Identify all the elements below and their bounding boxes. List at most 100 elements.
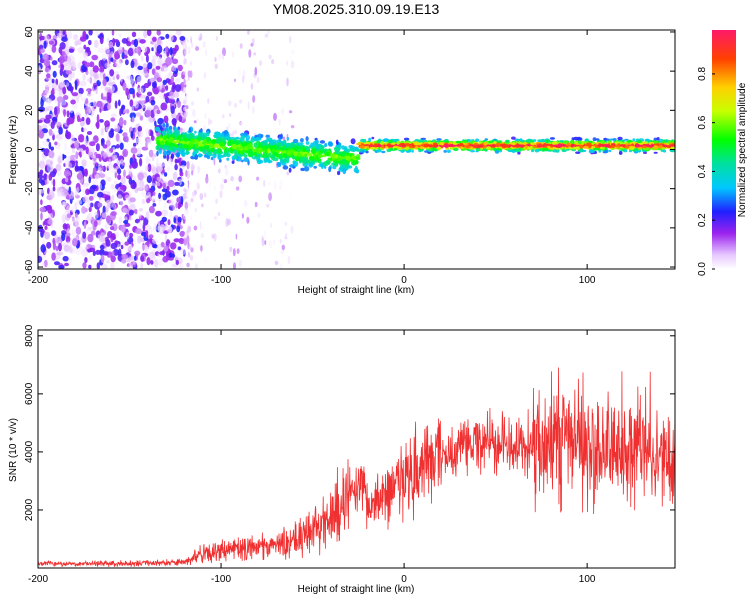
heatmap-cell [52, 178, 56, 188]
heatmap-cell [247, 101, 250, 110]
heatmap-cell [268, 181, 271, 186]
heatmap-cell [123, 244, 129, 250]
heatmap-cell [38, 224, 43, 233]
heatmap-cell [137, 221, 144, 228]
heatmap-cell [71, 217, 77, 223]
colorbar-tick-label: 0.8 [697, 67, 708, 81]
heatmap-cell [55, 121, 62, 126]
heatmap-cell [116, 73, 120, 80]
heatmap-cell [600, 147, 605, 150]
heatmap-cell [276, 142, 281, 147]
heatmap-cell [179, 230, 186, 237]
heatmap-cell [128, 255, 135, 261]
heatmap-cell [242, 213, 244, 219]
heatmap-cell [88, 264, 92, 269]
heatmap-cell [88, 90, 91, 95]
heatmap-cell [83, 220, 87, 230]
heatmap-cell [62, 31, 66, 35]
heatmap-cell [268, 240, 273, 249]
heatmap-cell [114, 100, 118, 109]
heatmap-cell [94, 39, 99, 49]
heatmap-cell [517, 151, 521, 155]
heatmap-cell [48, 189, 55, 199]
heatmap-cell [48, 128, 53, 136]
heatmap-cell [177, 64, 183, 72]
heatmap-cell [459, 142, 464, 147]
heatmap-cell [299, 142, 304, 146]
heatmap-cell [102, 205, 106, 214]
heatmap-cell [290, 60, 295, 69]
heatmap-cell [236, 162, 239, 168]
heatmap-cell [213, 157, 216, 166]
heatmap-cell [53, 83, 58, 90]
heatmap-cell [267, 159, 273, 164]
heatmap-cell [48, 141, 52, 150]
heatmap-cell [110, 261, 115, 269]
heatmap-cell [127, 162, 130, 170]
heatmap-cell [67, 162, 73, 169]
colorbar-tick-label: 0.6 [697, 115, 708, 129]
heatmap-cell [205, 144, 210, 150]
heatmap-cell [111, 167, 118, 173]
heatmap-cell [184, 47, 187, 56]
heatmap-cell [152, 55, 158, 60]
heatmap-cell [239, 121, 244, 126]
heatmap-cell [236, 248, 240, 255]
heatmap-cell [408, 145, 413, 149]
heatmap-cell [394, 147, 398, 151]
heatmap-cell [100, 138, 105, 144]
heatmap-cell [161, 130, 167, 136]
heatmap-cell [222, 114, 225, 119]
heatmap-cell [160, 241, 165, 248]
heatmap-cell [219, 190, 223, 199]
heatmap-cell [242, 143, 247, 147]
heatmap-cell [631, 143, 634, 147]
heatmap-cell [202, 41, 206, 48]
heatmap-cell [183, 87, 186, 91]
heatmap-cell [169, 137, 175, 142]
heatmap-cell [129, 197, 136, 203]
heatmap-cell [494, 150, 500, 154]
heatmap-cell [100, 128, 104, 136]
heatmap-cell [132, 46, 139, 54]
heatmap-cell [72, 238, 78, 247]
heatmap-cell [118, 117, 124, 127]
heatmap-cell [294, 147, 297, 153]
heatmap-cell [47, 219, 54, 225]
heatmap-cell [79, 80, 87, 87]
heatmap-cell [180, 176, 185, 183]
heatmap-cell [91, 54, 98, 61]
heatmap-cell [273, 112, 277, 121]
heatmap-cell [138, 213, 142, 219]
x-tick-label: 100 [579, 275, 596, 286]
heatmap-cell [171, 118, 177, 126]
y-tick-label: -20 [24, 181, 35, 196]
colorbar-tick-label: 0.2 [697, 213, 708, 227]
heatmap-cell [368, 144, 374, 148]
heatmap-cell [85, 117, 91, 125]
heatmap-cell [278, 118, 281, 126]
heatmap-cell [348, 145, 354, 149]
heatmap-cell [107, 199, 114, 209]
heatmap-cell [672, 143, 675, 147]
heatmap-cell [184, 43, 187, 47]
heatmap-cell [121, 104, 126, 110]
heatmap-cell [140, 191, 147, 197]
heatmap-cell [147, 138, 152, 145]
heatmap-cell [44, 89, 50, 95]
heatmap-cell [87, 226, 93, 231]
heatmap-cell [328, 166, 332, 173]
heatmap-cell [435, 140, 441, 143]
heatmap-cell [42, 139, 49, 146]
heatmap-cell [129, 216, 133, 221]
heatmap-cell [359, 145, 366, 149]
heatmap-cell [140, 255, 145, 262]
heatmap-cell [128, 209, 134, 216]
x-tick-label: 0 [401, 275, 407, 286]
heatmap-cell [624, 145, 630, 149]
heatmap-cell [164, 172, 168, 177]
heatmap-cell [233, 138, 238, 142]
heatmap-cell [271, 59, 275, 65]
heatmap-cell [139, 39, 146, 44]
y-tick-label: 40 [24, 65, 35, 77]
